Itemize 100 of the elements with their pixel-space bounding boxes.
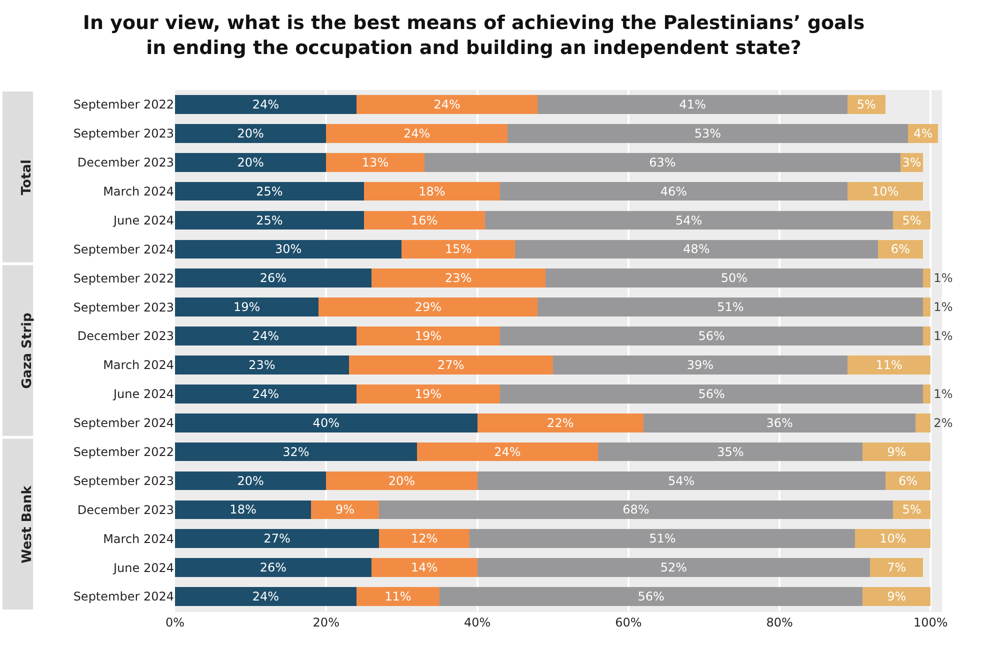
data-label: 9%	[887, 444, 906, 459]
data-label: 24%	[252, 329, 280, 344]
bar	[175, 384, 356, 404]
bar	[175, 442, 417, 462]
data-label: 19%	[233, 300, 260, 314]
data-label: 35%	[717, 444, 744, 459]
bar	[379, 529, 470, 548]
bar	[545, 268, 924, 288]
data-label: 25%	[256, 213, 283, 228]
bar	[175, 413, 478, 432]
bar	[598, 442, 863, 462]
data-label: 56%	[638, 590, 664, 604]
data-label: 20%	[237, 155, 264, 170]
y-tick-label: September 2022	[73, 98, 174, 112]
bar	[870, 558, 924, 577]
bar	[326, 471, 478, 490]
data-label: 24%	[252, 97, 280, 112]
data-label: 5%	[902, 502, 922, 517]
bar	[175, 240, 402, 259]
x-tick-label: 0%	[165, 615, 185, 630]
data-label: 12%	[411, 532, 438, 546]
data-label: 10%	[872, 184, 899, 198]
y-tick-label: June 2024	[112, 387, 174, 402]
bar	[855, 529, 931, 548]
data-label: 56%	[698, 386, 725, 401]
y-tick-label: September 2024	[73, 242, 174, 256]
data-label: 15%	[445, 242, 472, 256]
bar	[500, 182, 848, 201]
data-label: 20%	[388, 474, 416, 488]
bar	[175, 356, 349, 374]
text: West Bank	[20, 485, 36, 564]
bar	[470, 529, 856, 548]
y-tick-label: December 2023	[77, 329, 174, 344]
bar	[175, 587, 356, 606]
bar	[175, 152, 326, 172]
data-label: 4%	[914, 126, 933, 140]
data-label: 20%	[237, 126, 264, 140]
x-tick-label: 80%	[766, 615, 793, 630]
data-label: 3%	[902, 155, 922, 170]
bar	[923, 268, 931, 288]
bar	[371, 558, 478, 577]
data-label: 19%	[414, 386, 442, 401]
bar	[402, 240, 516, 259]
bar	[439, 587, 863, 606]
bar	[644, 413, 916, 432]
data-label: 24%	[403, 126, 430, 140]
data-label: 39%	[686, 358, 714, 372]
data-label: 9%	[887, 590, 906, 604]
data-label: 24%	[494, 444, 521, 459]
bar	[371, 268, 546, 288]
y-tick-label: December 2023	[77, 502, 174, 517]
y-tick-label: June 2024	[112, 213, 174, 228]
data-label: 20%	[237, 474, 264, 488]
data-label: 26%	[260, 271, 287, 286]
text: Total	[19, 160, 34, 196]
data-label: 24%	[252, 590, 280, 604]
data-label: 16%	[411, 213, 438, 228]
data-label: 51%	[649, 532, 676, 546]
chart-title: In your view, what is the best means of achieving the Palestinians’ goals in ending the occupation and building an independent state?	[82, 12, 865, 59]
data-label: 36%	[766, 416, 793, 430]
bar	[923, 384, 931, 404]
bar	[356, 95, 538, 114]
x-tick-label: 40%	[464, 615, 491, 630]
y-tick-label: March 2024	[103, 532, 174, 546]
bar	[848, 356, 931, 374]
data-label: 46%	[660, 184, 688, 198]
data-label: 54%	[668, 474, 695, 488]
bar	[356, 587, 440, 606]
data-label: 5%	[902, 213, 922, 228]
data-label: 1%	[934, 271, 953, 286]
data-label: 1%	[934, 329, 953, 344]
data-label: 19%	[414, 329, 442, 344]
data-label: 11%	[876, 358, 902, 372]
data-label: 63%	[649, 155, 676, 170]
bar	[175, 298, 319, 316]
data-label: 2%	[934, 416, 953, 430]
bar	[356, 326, 500, 346]
data-label: 29%	[414, 300, 442, 314]
data-label: 1%	[934, 300, 953, 314]
data-label: 54%	[676, 213, 702, 228]
data-label: 30%	[275, 242, 302, 256]
y-tick-label: December 2023	[77, 156, 174, 170]
data-label: 24%	[434, 97, 460, 112]
data-label: 26%	[260, 560, 287, 575]
bar	[175, 95, 356, 114]
y-tick-label: September 2023	[73, 300, 174, 314]
bar	[862, 587, 931, 606]
x-tick-label: 20%	[312, 615, 340, 630]
data-label: 10%	[880, 532, 906, 546]
bar	[175, 182, 364, 201]
data-label: 1%	[934, 386, 953, 401]
bar	[364, 182, 500, 201]
data-label: 14%	[411, 560, 438, 575]
bar	[862, 442, 931, 462]
data-label: 23%	[248, 358, 276, 372]
data-label: 6%	[898, 474, 918, 488]
data-label: 5%	[856, 97, 876, 112]
data-label: 11%	[384, 590, 412, 604]
bar	[538, 95, 848, 114]
bar	[175, 500, 312, 520]
